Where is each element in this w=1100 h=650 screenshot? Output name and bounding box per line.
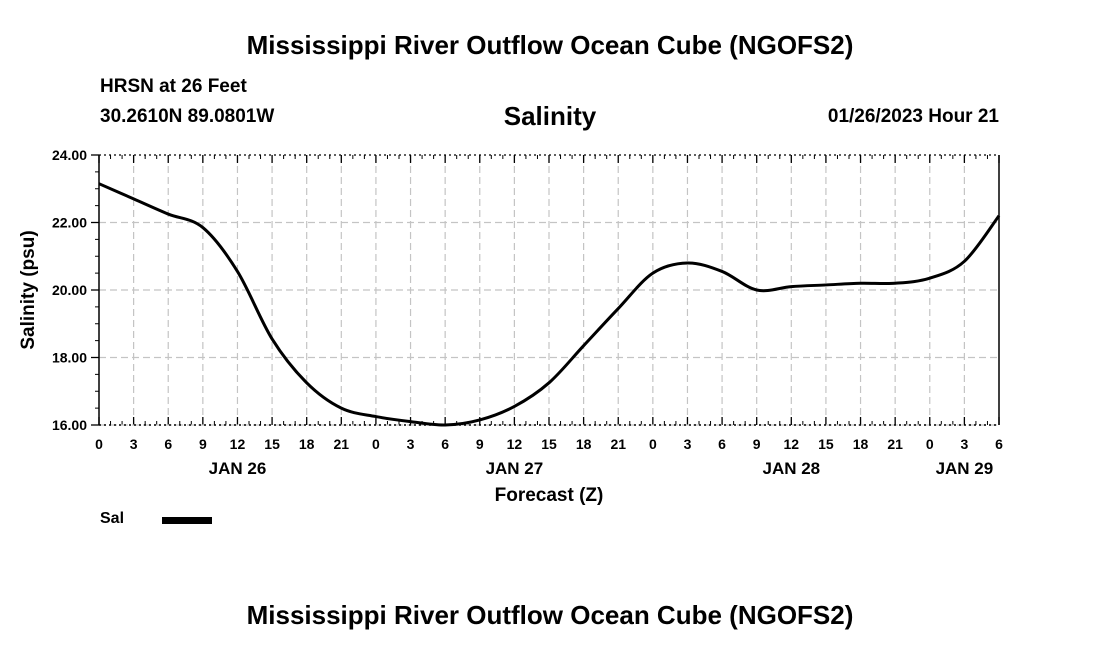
- x-tick-label: 3: [960, 436, 968, 452]
- x-tick-label: 15: [541, 436, 557, 452]
- x-tick-label: 6: [718, 436, 726, 452]
- y-tick-label: 22.00: [52, 215, 87, 231]
- y-tick-label: 20.00: [52, 282, 87, 298]
- x-tick-label: 0: [95, 436, 103, 452]
- y-axis-title: Salinity (psu): [18, 230, 39, 349]
- x-tick-label: 15: [818, 436, 834, 452]
- x-tick-label: 12: [784, 436, 800, 452]
- x-tick-label: 3: [407, 436, 415, 452]
- date-label: JAN 29: [936, 459, 994, 478]
- x-tick-label: 0: [372, 436, 380, 452]
- legend-swatch-sal: [162, 517, 212, 524]
- x-tick-label: 15: [264, 436, 280, 452]
- date-label: JAN 28: [762, 459, 820, 478]
- x-tick-label: 18: [299, 436, 315, 452]
- x-tick-label: 9: [476, 436, 484, 452]
- x-tick-label: 9: [199, 436, 207, 452]
- x-tick-label: 12: [507, 436, 523, 452]
- legend-label-sal: Sal: [100, 510, 125, 527]
- x-tick-label: 18: [853, 436, 869, 452]
- coordinates-label: 30.2610N 89.0801W: [100, 106, 275, 127]
- x-tick-label: 6: [441, 436, 449, 452]
- x-tick-label: 18: [576, 436, 592, 452]
- y-tick-label: 18.00: [52, 350, 87, 366]
- date-label: JAN 27: [486, 459, 544, 478]
- page-title: Mississippi River Outflow Ocean Cube (NG…: [246, 30, 854, 60]
- y-tick-label: 24.00: [52, 147, 87, 163]
- y-tick-label: 16.00: [52, 417, 87, 433]
- date-label: JAN 26: [209, 459, 267, 478]
- x-tick-label: 6: [995, 436, 1003, 452]
- x-tick-label: 9: [753, 436, 761, 452]
- footer-title: Mississippi River Outflow Ocean Cube (NG…: [246, 600, 854, 630]
- x-tick-label: 3: [684, 436, 692, 452]
- x-tick-label: 3: [130, 436, 138, 452]
- x-tick-label: 12: [230, 436, 246, 452]
- x-tick-label: 0: [926, 436, 934, 452]
- chart-title: Salinity: [503, 101, 597, 131]
- x-tick-label: 6: [164, 436, 172, 452]
- x-tick-label: 0: [649, 436, 657, 452]
- x-tick-label: 21: [610, 436, 626, 452]
- x-axis-title: Forecast (Z): [495, 485, 604, 506]
- series-line-sal: [98, 182, 1001, 427]
- x-tick-label: 21: [334, 436, 350, 452]
- timestamp-label: 01/26/2023 Hour 21: [827, 106, 999, 127]
- x-tick-label: 21: [887, 436, 903, 452]
- station-label: HRSN at 26 Feet: [100, 76, 247, 97]
